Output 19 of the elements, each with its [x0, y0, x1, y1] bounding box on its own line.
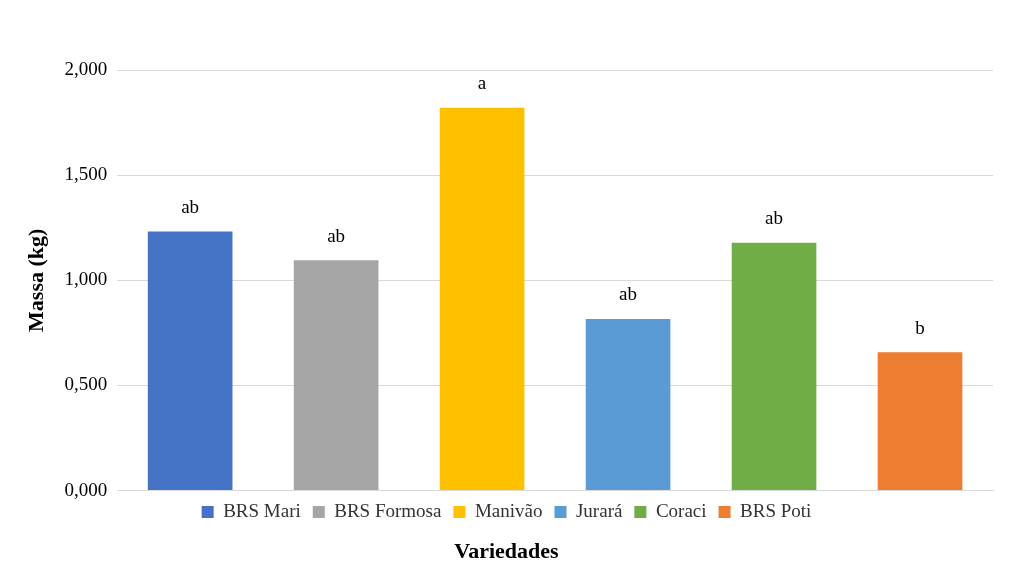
annotation: ab [327, 224, 346, 246]
y-tick-label: 0,500 [64, 373, 108, 395]
annotation: ab [765, 207, 784, 229]
y-tick-label: 2,000 [64, 57, 108, 79]
legend-label: Manivão [474, 500, 543, 522]
y-tick-label: 1,000 [64, 268, 108, 290]
y-tick-label: 1,500 [64, 163, 108, 185]
legend-label: Coraci [655, 500, 707, 522]
annotation: ab [619, 283, 638, 305]
legend-label: BRS Poti [740, 500, 812, 522]
y-axis-title: Massa (kg) [22, 228, 48, 332]
annotation: a [477, 72, 487, 94]
legend-label: BRS Mari [223, 500, 301, 522]
annotation: b [915, 316, 925, 338]
x-axis-title: Variedades [454, 538, 560, 564]
legend-label: Jurará [575, 500, 623, 522]
annotation: ab [181, 195, 200, 217]
legend-label: BRS Formosa [334, 500, 442, 522]
y-tick-label: 0,000 [64, 478, 108, 500]
